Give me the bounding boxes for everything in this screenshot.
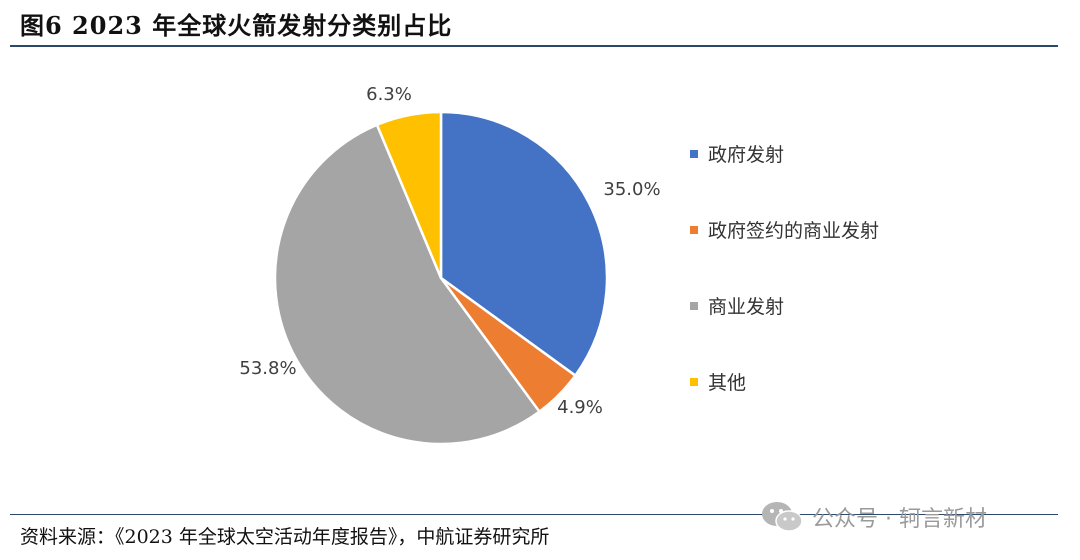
legend-swatch — [690, 377, 698, 386]
legend-item: 其他 — [690, 368, 746, 395]
pie-slice — [273, 123, 541, 446]
watermark-text: 公众号 · 轲言新材 — [812, 507, 987, 532]
pie-data-labels: 35.0% 4.9% 53.8% 6.3% — [239, 84, 660, 418]
legend-swatch — [690, 225, 698, 234]
watermark: 公众号 · 轲言新材 — [760, 500, 987, 534]
pie-data-label: 35.0% — [603, 179, 660, 200]
legend-label: 其他 — [708, 372, 747, 394]
wechat-icon — [762, 502, 803, 532]
legend-item: 政府签约的商业发射 — [690, 216, 879, 243]
pie-data-label: 53.8% — [239, 358, 296, 379]
pie-chart: 35.0% 4.9% 53.8% 6.3% — [239, 84, 661, 446]
legend-label: 政府签约的商业发射 — [708, 220, 880, 242]
pie-slice — [439, 110, 609, 377]
legend-label: 政府发射 — [708, 144, 785, 166]
legend-swatch — [690, 149, 698, 158]
source-note: 资料来源：《2023 年全球太空活动年度报告》，中航证券研究所 — [20, 526, 550, 548]
legend-item: 商业发射 — [690, 292, 784, 319]
top-divider — [10, 45, 1058, 47]
legend-item: 政府发射 — [690, 140, 784, 167]
bottom-divider — [10, 514, 1058, 515]
legend-swatch — [690, 301, 698, 310]
pie-slice — [375, 110, 443, 280]
legend-label: 商业发射 — [708, 296, 785, 318]
pie-data-label: 4.9% — [557, 397, 603, 418]
pie-slices — [273, 110, 609, 446]
figure-title: 图6 2023 年全球火箭发射分类别占比 — [20, 11, 453, 40]
pie-data-label: 6.3% — [366, 84, 412, 105]
